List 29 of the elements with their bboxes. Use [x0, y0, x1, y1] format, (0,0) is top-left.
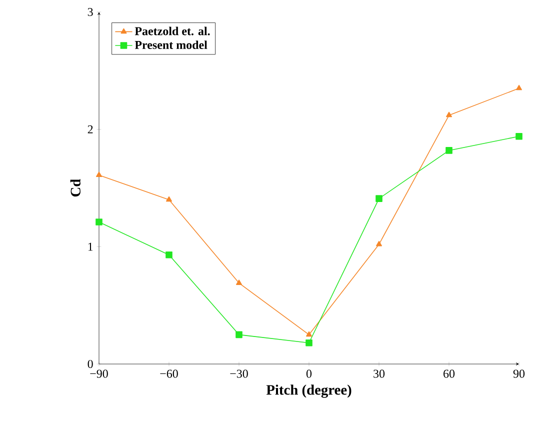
x-tick-label: 60	[444, 370, 455, 378]
point	[446, 147, 452, 154]
point	[376, 240, 382, 246]
point	[446, 112, 452, 118]
legend-label: Present model	[134, 40, 208, 50]
y-tick-label: 2	[88, 125, 93, 134]
y-axis-title: Cd	[70, 178, 80, 196]
point	[166, 251, 172, 258]
point	[306, 331, 312, 337]
y-tick-label: 1	[88, 242, 93, 251]
point	[236, 280, 242, 285]
point	[236, 331, 242, 338]
x-tick-label: 0	[306, 370, 312, 378]
x-tick-label: −90	[90, 370, 108, 378]
point	[516, 132, 522, 140]
point	[376, 195, 382, 202]
point	[166, 196, 172, 202]
legend-label: Paetzold et. al.	[134, 26, 210, 36]
x-tick-label: −30	[230, 370, 248, 378]
point	[96, 218, 102, 226]
x-tick-label: −60	[160, 370, 178, 378]
x-tick-label: 30	[374, 370, 385, 378]
point	[516, 84, 522, 90]
x-tick-label: 90	[513, 370, 525, 378]
point	[96, 172, 102, 177]
point	[306, 339, 312, 346]
y-tick-label: 0	[88, 360, 93, 368]
y-tick-label: 3	[88, 8, 93, 16]
x-axis-title: Pitch (degree)	[266, 384, 352, 398]
